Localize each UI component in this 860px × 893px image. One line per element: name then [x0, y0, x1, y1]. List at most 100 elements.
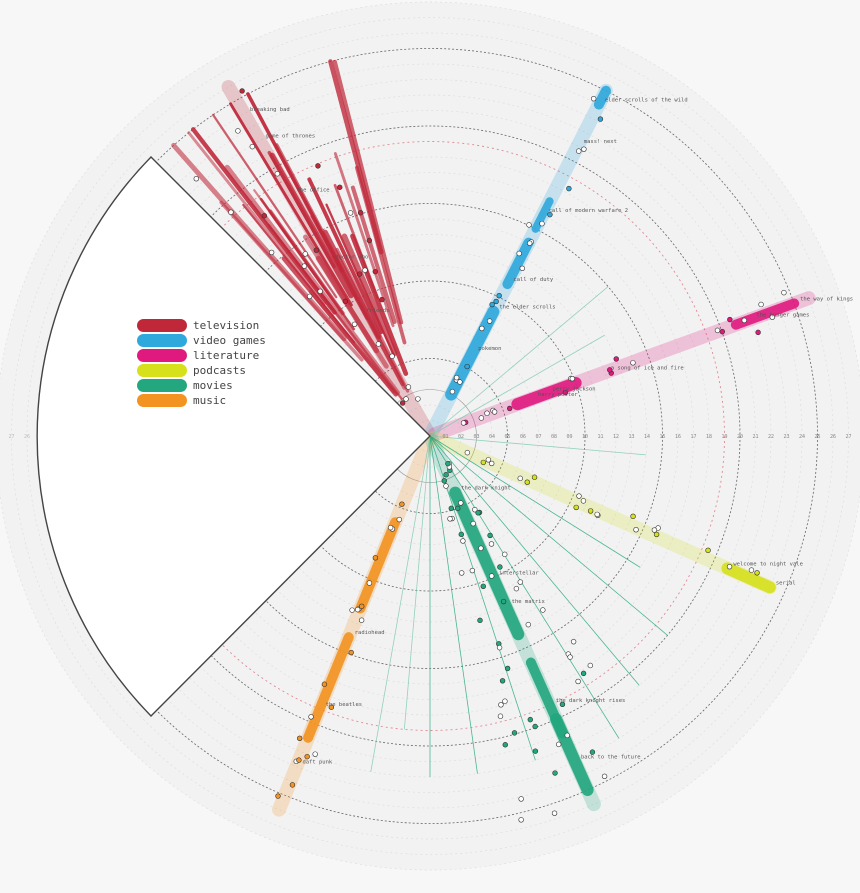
bar-segment: [502, 237, 534, 290]
data-point: [540, 607, 546, 613]
data-point: [249, 143, 256, 150]
data-point: [502, 551, 508, 558]
ring-label-right: 18: [706, 434, 712, 440]
data-point: [630, 513, 636, 520]
ring-label-right: 09: [566, 434, 572, 440]
bar-television: [350, 233, 409, 376]
data-point: [445, 460, 451, 467]
data-point: [457, 379, 463, 385]
data-point: [630, 360, 636, 366]
data-point: [453, 374, 460, 381]
ring-23: [73, 79, 787, 793]
data-point: [748, 567, 755, 573]
data-point: [375, 341, 382, 347]
data-point: [741, 317, 747, 324]
legend-item: literature: [137, 348, 266, 363]
data-point: [359, 603, 365, 610]
data-point: [587, 662, 594, 669]
data-point: [405, 384, 412, 390]
data-point: [321, 681, 328, 687]
ring-label-right: 23: [783, 434, 789, 440]
bar-television: [328, 59, 384, 255]
data-point: [555, 741, 562, 748]
data-point: [458, 531, 464, 538]
data-point: [342, 298, 349, 305]
ring-label-right: 08: [551, 434, 557, 440]
ring-4: [367, 373, 493, 499]
annotation-label: the office: [297, 187, 330, 193]
data-point: [347, 210, 354, 216]
data-point: [302, 251, 308, 257]
annotation-label: radiohead: [355, 630, 385, 636]
bar-television: [229, 102, 353, 307]
data-point: [351, 321, 358, 327]
ring-24: [57, 63, 803, 809]
data-point: [500, 598, 507, 605]
ring-label-right: 01: [442, 434, 448, 440]
data-point: [519, 265, 525, 272]
data-point: [460, 420, 467, 426]
data-point: [443, 483, 449, 489]
legend-swatch: [137, 319, 187, 332]
data-point: [531, 474, 538, 480]
ring-26: [26, 32, 834, 840]
data-point: [239, 88, 245, 94]
data-point: [458, 500, 464, 506]
data-point: [566, 185, 572, 192]
data-point: [366, 580, 373, 586]
connector-line: [429, 435, 641, 568]
annotation-label: elder scrolls of the wild: [605, 98, 688, 104]
data-point: [496, 292, 502, 299]
bar-segment: [593, 85, 611, 110]
data-point: [517, 475, 523, 482]
data-point: [349, 607, 355, 613]
data-point: [403, 396, 409, 402]
data-point: [570, 638, 577, 645]
data-point: [573, 504, 579, 511]
connector-line: [429, 334, 605, 437]
data-point: [633, 526, 639, 533]
data-point: [193, 175, 199, 182]
data-point: [769, 314, 776, 320]
data-point: [464, 363, 470, 370]
data-point: [447, 516, 453, 522]
ring-17: [166, 172, 694, 700]
data-point: [464, 449, 471, 456]
data-point: [527, 716, 533, 723]
data-point: [372, 555, 379, 561]
data-point: [613, 356, 619, 362]
data-point: [506, 405, 513, 412]
legend-label: literature: [193, 349, 260, 362]
connector-lines: [370, 286, 668, 777]
ring-label-right: 19: [721, 434, 727, 440]
data-point: [297, 735, 303, 742]
data-point: [497, 564, 503, 570]
ring-label-left: 27: [8, 434, 14, 440]
data-point: [714, 327, 721, 334]
bar-television: [253, 189, 330, 295]
connector-line: [429, 286, 609, 437]
annotation-label: interstellar: [499, 571, 539, 577]
connector-line: [403, 435, 431, 730]
annotation-label: the beatles: [326, 702, 362, 708]
connector-line: [429, 435, 668, 636]
data-point: [754, 570, 760, 576]
data-point: [499, 678, 506, 684]
connector-line: [429, 435, 647, 456]
ring-label-left: 26: [24, 434, 30, 440]
legend-item: television: [137, 318, 266, 333]
data-point: [597, 116, 604, 122]
data-point: [458, 570, 465, 576]
ring-label-right: 21: [752, 434, 758, 440]
data-point: [379, 296, 385, 303]
category-bars: [171, 59, 800, 796]
data-point: [488, 573, 495, 579]
ring-2: [398, 404, 462, 468]
annotation-label: the dark knight rises: [556, 698, 626, 704]
data-point: [576, 148, 582, 154]
data-point: [562, 389, 569, 396]
annotation-label: the dark knight: [461, 486, 511, 492]
annotation-label: the matrix: [512, 599, 546, 605]
annotation-label: the way of kings: [800, 296, 853, 302]
ring-12: [243, 249, 617, 623]
